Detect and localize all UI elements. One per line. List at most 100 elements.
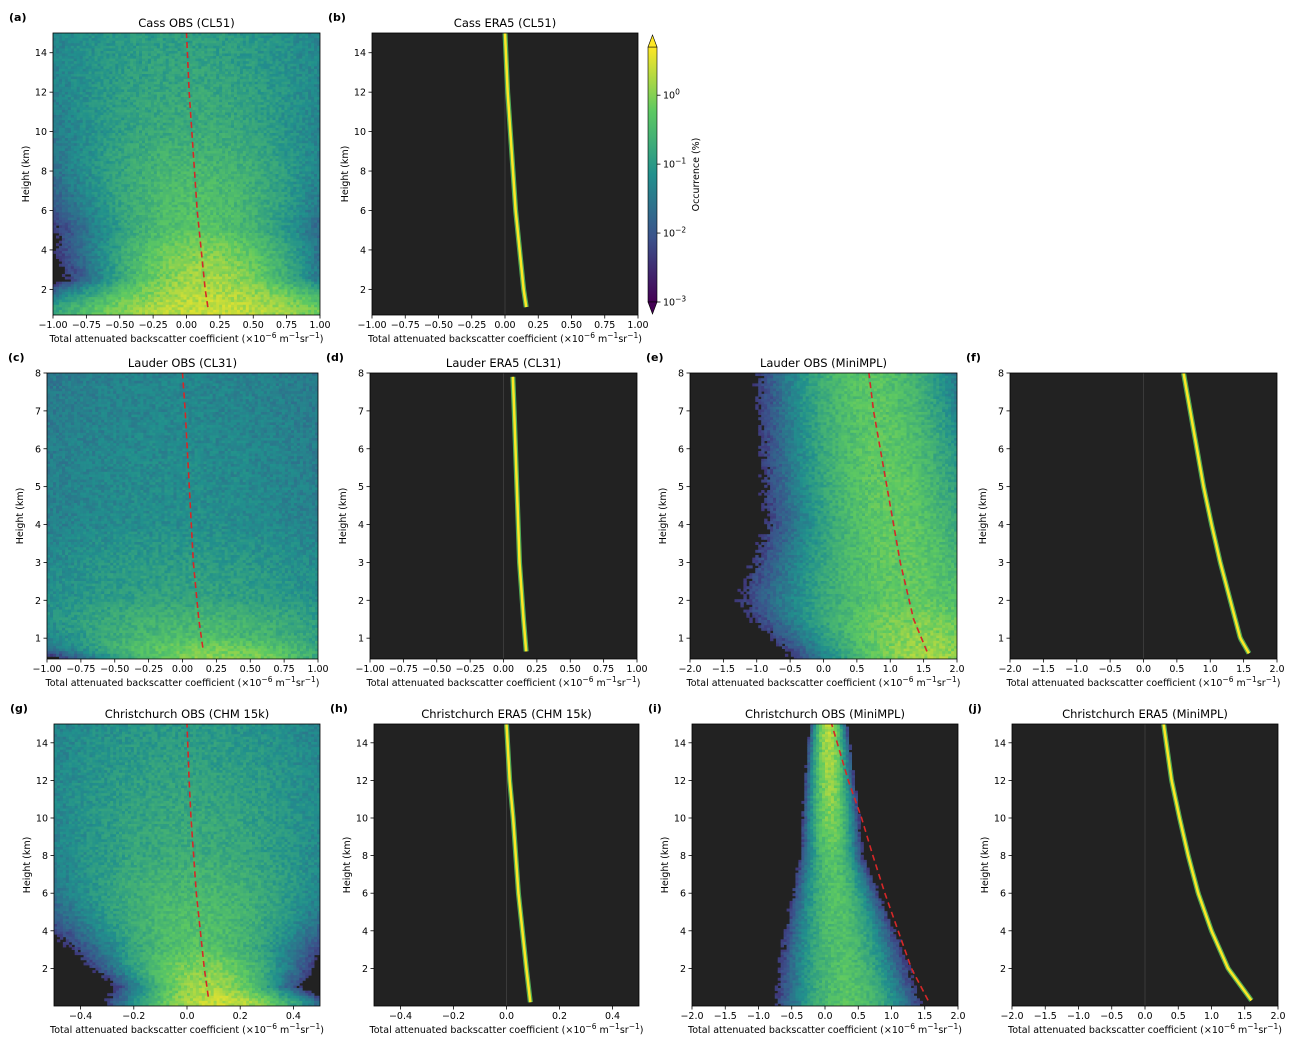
- heatmap-cell: [245, 153, 250, 157]
- heatmap-cell: [207, 145, 211, 149]
- heatmap-cell: [171, 63, 176, 67]
- heatmap-cell: [233, 102, 238, 106]
- heatmap-cell: [76, 132, 81, 136]
- heatmap-cell: [144, 48, 149, 52]
- heatmap-cell: [242, 38, 247, 42]
- heatmap-cell: [162, 38, 167, 42]
- heatmap-cell: [219, 112, 223, 116]
- heatmap-cell: [225, 122, 229, 126]
- heatmap-cell: [159, 40, 164, 44]
- heatmap-cell: [144, 35, 149, 39]
- heatmap-cell: [296, 107, 300, 111]
- heatmap-cell: [150, 125, 155, 129]
- heatmap-cell: [260, 117, 265, 121]
- heatmap-cell: [130, 132, 134, 136]
- heatmap-cell: [121, 79, 125, 83]
- heatmap-cell: [293, 150, 297, 154]
- heatmap-cell: [308, 102, 312, 106]
- heatmap-cell: [106, 109, 110, 113]
- heatmap-cell: [150, 143, 155, 147]
- heatmap-cell: [248, 89, 253, 93]
- heatmap-cell: [287, 45, 291, 49]
- heatmap-cell: [228, 125, 232, 129]
- heatmap-cell: [251, 76, 256, 80]
- heatmap-cell: [79, 76, 84, 80]
- heatmap-cell: [192, 104, 196, 108]
- heatmap-cell: [73, 61, 78, 65]
- heatmap-cell: [97, 166, 101, 170]
- heatmap-cell: [159, 79, 164, 83]
- heatmap-cell: [121, 115, 125, 118]
- heatmap-cell: [133, 33, 137, 36]
- heatmap-cell: [195, 71, 199, 75]
- heatmap-cell: [311, 132, 315, 136]
- heatmap-cell: [162, 127, 167, 131]
- heatmap-cell: [121, 161, 125, 165]
- heatmap-cell: [263, 40, 267, 44]
- heatmap-cell: [100, 97, 104, 101]
- heatmap-cell: [130, 38, 134, 42]
- heatmap-cell: [278, 99, 282, 103]
- heatmap-cell: [293, 130, 297, 134]
- heatmap-cell: [207, 125, 211, 129]
- heatmap-cell: [100, 104, 104, 108]
- heatmap-cell: [192, 68, 196, 72]
- heatmap-cell: [67, 140, 72, 144]
- heatmap-cell: [109, 140, 113, 144]
- heatmap-cell: [308, 148, 312, 152]
- heatmap-cell: [216, 79, 220, 83]
- heatmap-cell: [82, 99, 87, 103]
- heatmap-cell: [311, 117, 315, 121]
- heatmap-cell: [236, 91, 241, 95]
- heatmap-cell: [192, 158, 196, 162]
- heatmap-cell: [165, 163, 170, 167]
- heatmap-cell: [180, 94, 184, 98]
- heatmap-cell: [88, 45, 92, 49]
- heatmap-cell: [118, 143, 122, 147]
- heatmap-cell: [308, 50, 312, 54]
- heatmap-cell: [121, 56, 125, 60]
- heatmap-cell: [231, 112, 235, 116]
- heatmap-cell: [287, 74, 291, 77]
- heatmap-cell: [248, 48, 253, 52]
- heatmap-cell: [216, 81, 220, 85]
- heatmap-cell: [257, 132, 262, 136]
- heatmap-cell: [100, 109, 104, 113]
- heatmap-cell: [248, 109, 253, 113]
- heatmap-cell: [168, 112, 173, 116]
- heatmap-cell: [144, 74, 149, 77]
- heatmap-cell: [139, 168, 143, 172]
- heatmap-cell: [228, 166, 232, 170]
- heatmap-cell: [317, 66, 320, 70]
- heatmap-cell: [58, 97, 63, 101]
- heatmap-cell: [204, 86, 208, 90]
- heatmap-cell: [67, 117, 72, 121]
- heatmap-cell: [153, 171, 158, 175]
- heatmap-cell: [118, 53, 122, 57]
- heatmap-cell: [64, 109, 69, 113]
- heatmap-cell: [210, 66, 214, 70]
- heatmap-cell: [311, 74, 315, 77]
- heatmap-cell: [201, 125, 205, 129]
- heatmap-cell: [293, 145, 297, 149]
- heatmap-cell: [239, 127, 244, 131]
- heatmap-cell: [180, 166, 184, 170]
- heatmap-cell: [305, 158, 309, 162]
- heatmap-cell: [97, 53, 101, 57]
- heatmap-cell: [192, 115, 196, 118]
- heatmap-cell: [260, 168, 265, 172]
- heatmap-cell: [109, 71, 113, 75]
- heatmap-cell: [109, 117, 113, 121]
- heatmap-cell: [174, 158, 178, 162]
- heatmap-cell: [165, 58, 170, 62]
- heatmap-cell: [192, 66, 196, 70]
- heatmap-cell: [162, 140, 167, 144]
- heatmap-cell: [115, 150, 119, 154]
- heatmap-cell: [109, 168, 113, 172]
- heatmap-cell: [97, 81, 101, 85]
- heatmap-cell: [302, 156, 306, 160]
- heatmap-cell: [124, 81, 128, 85]
- heatmap-cell: [171, 158, 176, 162]
- heatmap-cell: [156, 58, 161, 62]
- heatmap-cell: [118, 79, 122, 83]
